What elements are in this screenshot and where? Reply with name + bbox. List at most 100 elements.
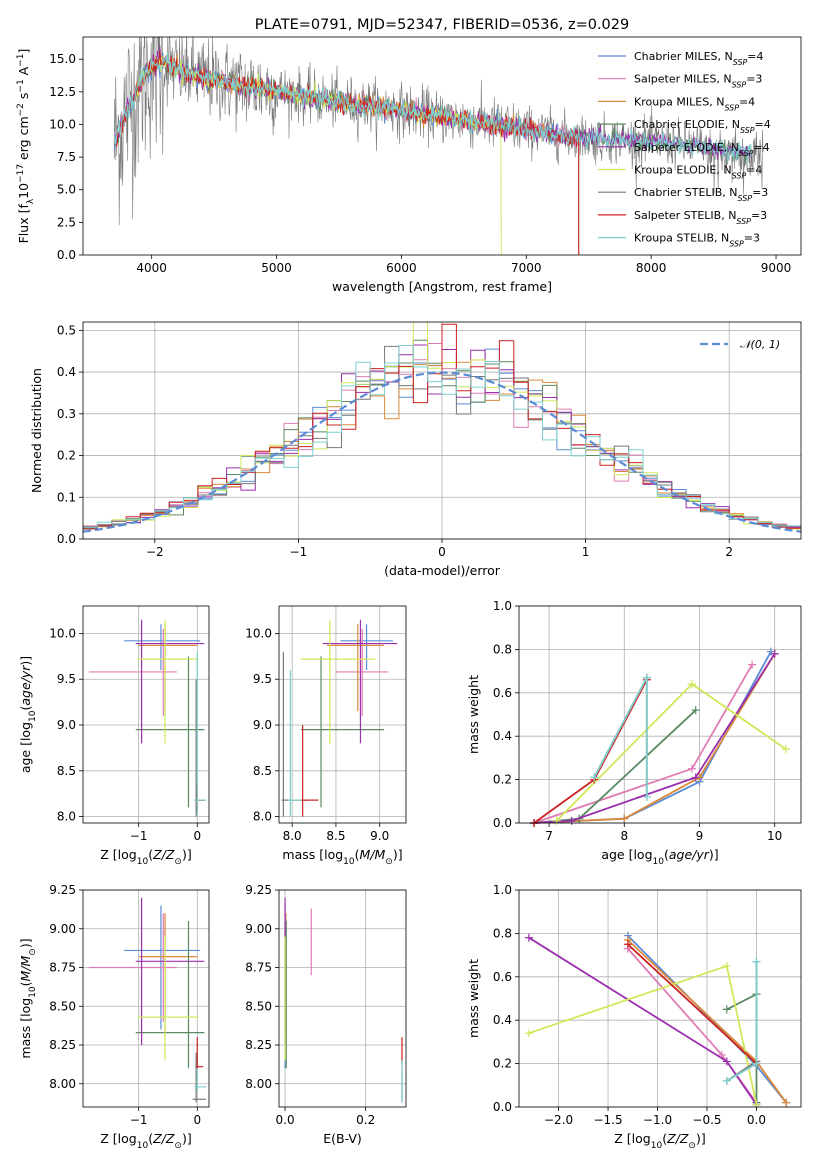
weight-marker-8 bbox=[642, 792, 651, 801]
y-tick-label: 0.0 bbox=[493, 1100, 512, 1114]
weight-marker-5 bbox=[722, 961, 731, 970]
legend-entry: 𝒩(0, 1) bbox=[740, 338, 780, 351]
weight-marker-8 bbox=[752, 1059, 761, 1068]
y-tick-label: 8.25 bbox=[245, 1038, 272, 1052]
x-tick-label: 9 bbox=[696, 829, 704, 843]
y-tick-label: 0.6 bbox=[493, 686, 512, 700]
y-tick-label: 0.2 bbox=[493, 1057, 512, 1071]
x-tick-label: 0 bbox=[193, 1113, 201, 1127]
weight-line-4 bbox=[533, 653, 776, 824]
x-axis-label: Z [log10(Z/Z⊙)] bbox=[614, 1131, 705, 1151]
histogram-step-6 bbox=[83, 345, 801, 530]
y-axis-label: mass weight bbox=[466, 675, 481, 754]
x-axis-label: (data-model)/error bbox=[384, 563, 501, 578]
weight-marker-3 bbox=[691, 706, 700, 715]
y-tick-label: 0.5 bbox=[57, 323, 76, 337]
weight-marker-1 bbox=[748, 660, 757, 669]
x-tick-label: −0.5 bbox=[692, 1113, 721, 1127]
weight-marker-5 bbox=[524, 1029, 533, 1038]
y-tick-label: 8.5 bbox=[253, 764, 272, 778]
y-tick-label: 10.0 bbox=[49, 117, 76, 131]
y-axis-label: mass weight bbox=[466, 959, 481, 1038]
axes-frame bbox=[82, 889, 210, 1108]
y-tick-label: 0.4 bbox=[57, 365, 76, 379]
y-tick-label: 8.00 bbox=[245, 1077, 272, 1091]
weight-line-5 bbox=[528, 964, 758, 1105]
plot-content bbox=[530, 647, 790, 827]
x-tick-label: −2 bbox=[146, 545, 164, 559]
model-spectrum-8 bbox=[113, 52, 752, 164]
legend: Chabrier MILES, NSSP=4 Salpeter MILES, NS… bbox=[598, 50, 771, 248]
plot-content bbox=[524, 931, 791, 1109]
weight-marker-8 bbox=[752, 957, 761, 966]
mass-vs-ebv-panel: 0.0 0.2 8.00 8.25 8.50 8.75 9.00 9.25 E(B-V) bbox=[245, 883, 407, 1146]
x-tick-label: −1 bbox=[290, 545, 308, 559]
x-axis-label: age [log10(age/yr)] bbox=[601, 847, 718, 867]
x-tick-label: 10 bbox=[767, 829, 782, 843]
y-tick-label: 8.50 bbox=[245, 999, 272, 1013]
y-tick-label: 0.0 bbox=[57, 248, 76, 262]
plot-content bbox=[88, 897, 207, 1103]
y-axis-label: Normed distribution bbox=[29, 368, 44, 493]
weight-marker-8 bbox=[722, 1076, 731, 1085]
x-axis-label: E(B-V) bbox=[323, 1131, 362, 1146]
weight-line-7 bbox=[627, 943, 758, 1065]
weight-marker-4 bbox=[770, 649, 779, 658]
x-tick-label: 2 bbox=[725, 545, 733, 559]
model-spectrum-7 bbox=[113, 50, 580, 255]
y-tick-label: 9.25 bbox=[245, 883, 272, 897]
axes-frame bbox=[518, 889, 802, 1108]
errorbars bbox=[88, 619, 207, 817]
series-lines bbox=[530, 647, 790, 827]
x-tick-label: 0 bbox=[193, 829, 201, 843]
y-tick-label: 0.2 bbox=[493, 773, 512, 787]
y-tick-label: 8.75 bbox=[49, 961, 76, 975]
mass-vs-metallicity-panel: −1 0 8.00 8.25 8.50 8.75 9.00 9.25 Z [log10(Z/Z⊙… bbox=[18, 883, 210, 1151]
x-tick-label: 8000 bbox=[636, 261, 667, 275]
x-tick-label: −1.0 bbox=[643, 1113, 672, 1127]
y-tick-label: 9.5 bbox=[253, 672, 272, 686]
x-tick-label: 6000 bbox=[386, 261, 417, 275]
y-tick-label: 0.8 bbox=[493, 926, 512, 940]
x-tick-label: 8 bbox=[620, 829, 628, 843]
y-tick-label: 15.0 bbox=[49, 52, 76, 66]
x-tick-label: −2.0 bbox=[544, 1113, 573, 1127]
y-tick-label: 0.8 bbox=[493, 642, 512, 656]
x-tick-label: 7 bbox=[545, 829, 553, 843]
x-tick-label: 7000 bbox=[511, 261, 542, 275]
y-tick-label: 9.5 bbox=[57, 672, 76, 686]
errorbars bbox=[281, 619, 398, 817]
histogram-step-8 bbox=[83, 345, 801, 530]
weight-marker-5 bbox=[687, 680, 696, 689]
y-tick-label: 2.5 bbox=[57, 215, 76, 229]
weight-line-8 bbox=[726, 961, 758, 1082]
y-tick-label: 9.0 bbox=[253, 718, 272, 732]
x-tick-label: 0.0 bbox=[747, 1113, 766, 1127]
mass-weight-vs-age-panel: 7 8 9 10 0.0 0.2 0.4 0.6 0.8 1.0 age [log10(age/yr… bbox=[466, 599, 802, 867]
x-tick-label: 4000 bbox=[136, 261, 167, 275]
x-tick-label: 9.0 bbox=[370, 829, 389, 843]
y-tick-label: 8.5 bbox=[57, 764, 76, 778]
y-tick-label: 9.00 bbox=[49, 922, 76, 936]
legend-entry: Salpeter MILES, NSSP=3 bbox=[634, 73, 762, 90]
y-tick-label: 0.0 bbox=[57, 532, 76, 546]
x-tick-label: −1.5 bbox=[593, 1113, 622, 1127]
y-tick-label: 8.75 bbox=[245, 961, 272, 975]
weight-marker-4 bbox=[567, 816, 576, 825]
y-tick-label: 0.6 bbox=[493, 970, 512, 984]
gaussian-curve bbox=[83, 371, 801, 533]
weight-marker-5 bbox=[552, 816, 561, 825]
y-tick-label: 8.25 bbox=[49, 1038, 76, 1052]
x-axis-label: mass [log10(M/M⊙)] bbox=[282, 847, 402, 867]
errorbars bbox=[284, 897, 403, 1103]
legend-entry: Salpeter STELIB, NSSP=3 bbox=[634, 209, 767, 226]
weight-marker-1 bbox=[687, 764, 696, 773]
weight-marker-5 bbox=[781, 745, 790, 754]
weight-marker-2 bbox=[620, 814, 629, 823]
x-tick-label: 8.5 bbox=[326, 829, 345, 843]
y-tick-label: 1.0 bbox=[493, 883, 512, 897]
y-axis-label: Flux [fλ10−17 erg cm−2 s−1 A−1] bbox=[16, 49, 36, 244]
x-axis-label: Z [log10(Z/Z⊙)] bbox=[100, 1131, 191, 1151]
x-tick-label: 1 bbox=[582, 545, 590, 559]
y-axis-label: age [log10(age/yr)] bbox=[18, 656, 38, 773]
